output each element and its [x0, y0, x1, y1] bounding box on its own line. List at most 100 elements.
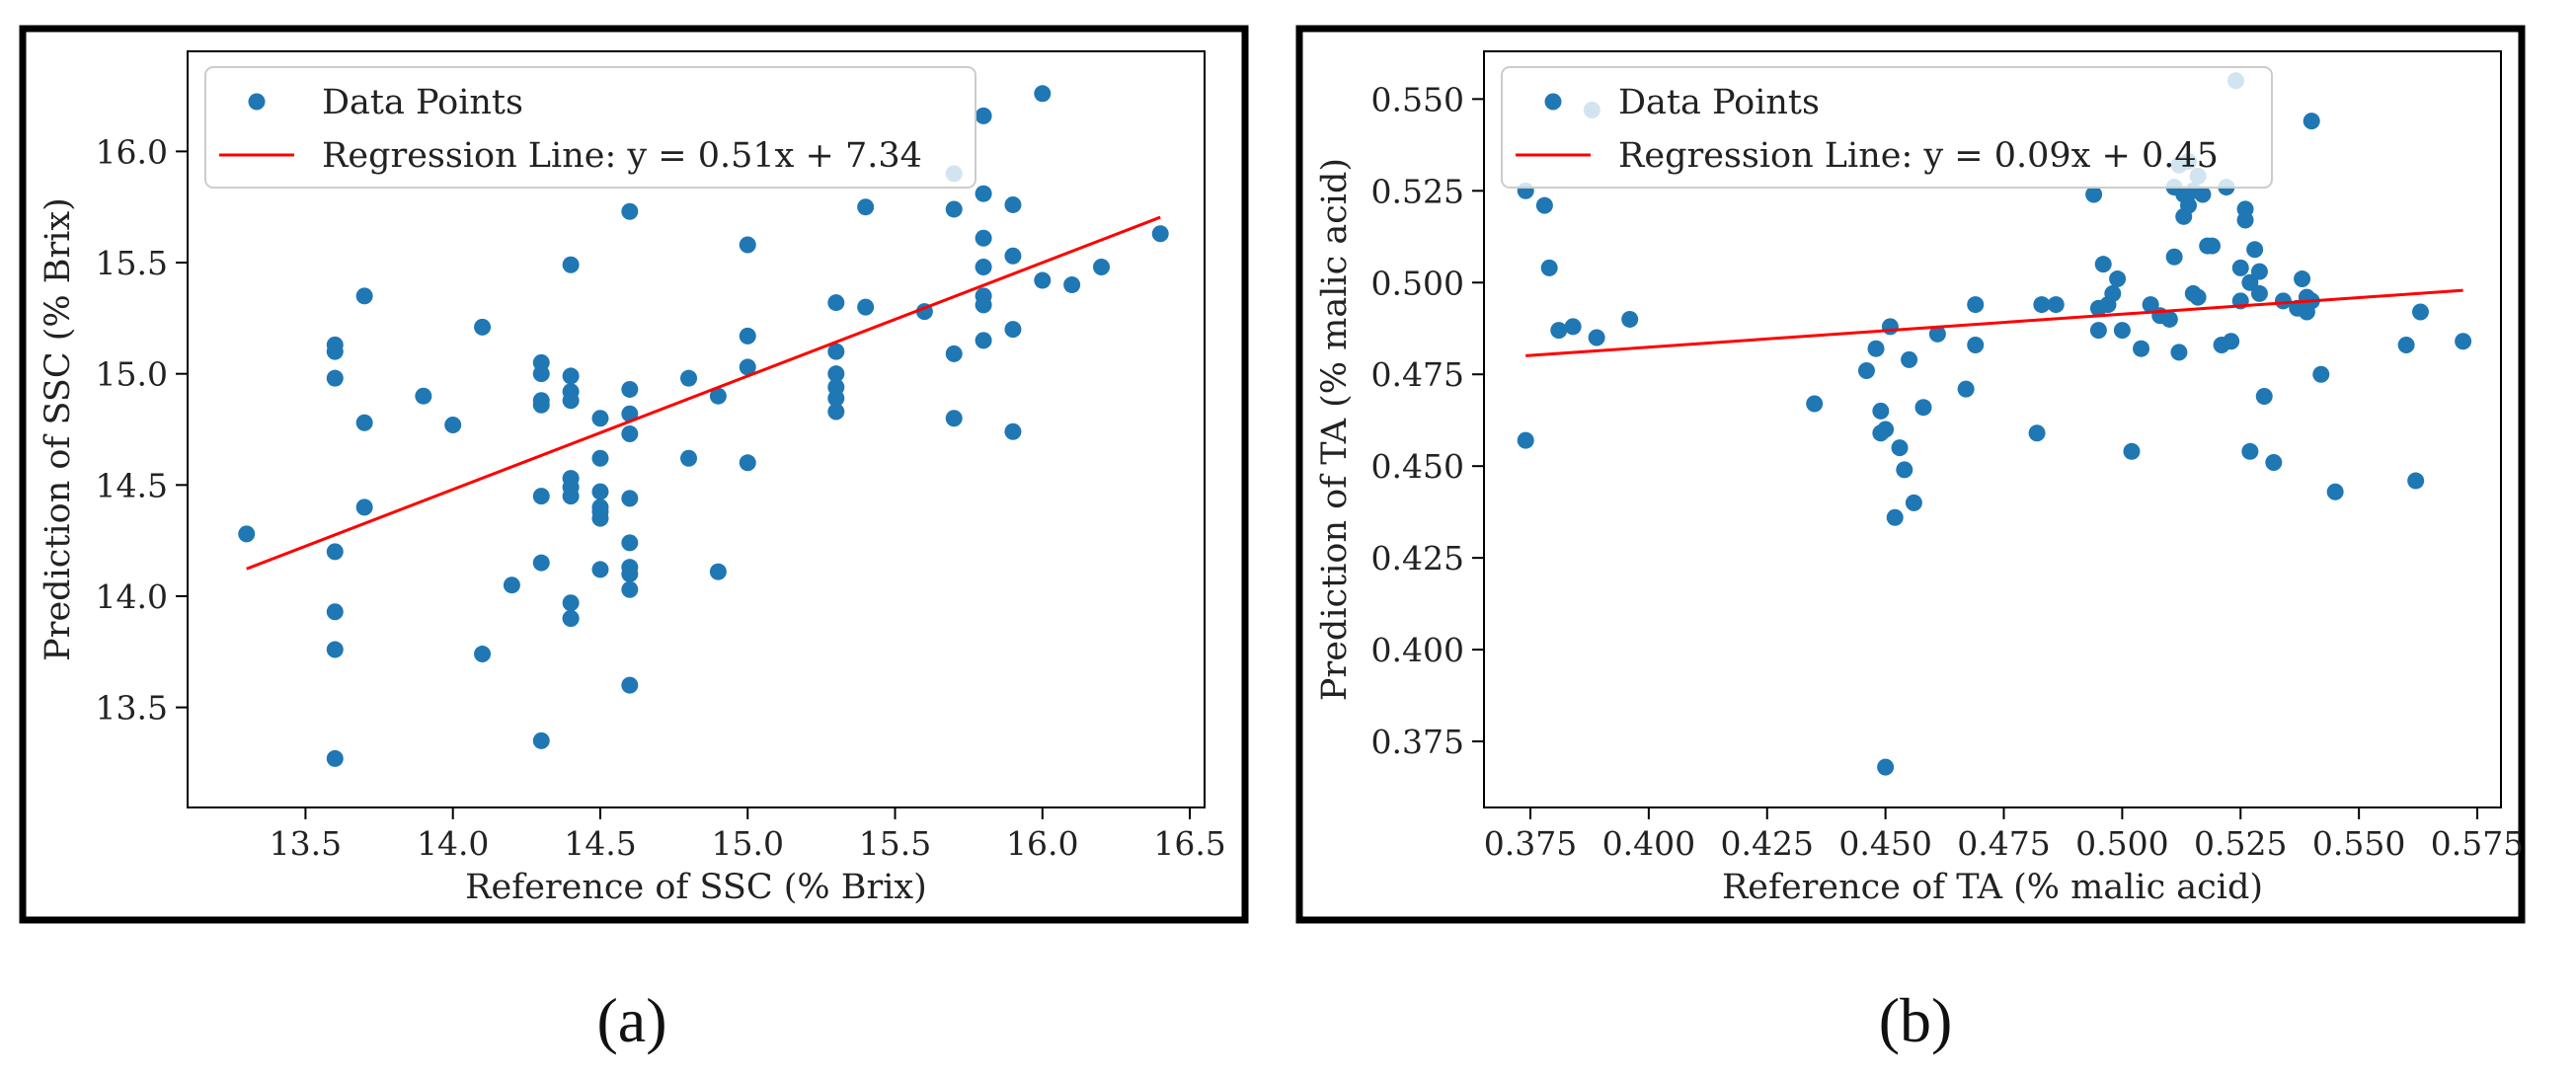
- data-point: [1877, 758, 1895, 776]
- y-tick-label: 14.0: [96, 577, 168, 616]
- data-point: [532, 731, 550, 749]
- y-tick-label: 0.375: [1371, 723, 1464, 761]
- data-point: [975, 185, 992, 202]
- data-point: [2455, 333, 2472, 350]
- data-point: [1914, 399, 1932, 417]
- x-tick-label: 14.5: [564, 824, 636, 863]
- data-point: [1093, 259, 1111, 276]
- data-point: [827, 403, 845, 421]
- data-point: [2142, 296, 2159, 314]
- data-point: [739, 358, 756, 376]
- data-point: [621, 202, 639, 220]
- legend-points-label: Data Points: [322, 83, 523, 122]
- data-point: [2294, 270, 2311, 288]
- data-point: [975, 229, 992, 247]
- data-point: [709, 387, 727, 405]
- data-point: [562, 594, 580, 612]
- legend-points-marker: [1544, 93, 1562, 111]
- panel-b: 0.375 0.400 0.425 0.450 0.475 0.500 0.525 0.550…: [1295, 25, 2526, 1055]
- x-axis-label: Reference of TA (% malic acid): [1722, 868, 2263, 907]
- data-point: [532, 554, 550, 572]
- legend-box: [204, 66, 976, 189]
- legend-box: [1501, 66, 2273, 189]
- data-point: [415, 387, 432, 405]
- data-point: [2411, 303, 2429, 321]
- data-point: [1550, 322, 1568, 340]
- data-point: [562, 610, 580, 627]
- data-point: [827, 389, 845, 407]
- data-point: [1004, 422, 1022, 440]
- data-point: [2189, 288, 2207, 306]
- data-point: [238, 525, 256, 543]
- y-tick-label: 0.500: [1371, 264, 1464, 302]
- x-tick-label: 0.500: [2075, 824, 2168, 863]
- y-tick-label: 15.5: [96, 244, 168, 282]
- data-point: [2047, 296, 2065, 314]
- y-tick-label: 0.400: [1371, 631, 1464, 669]
- data-point: [1928, 325, 1946, 343]
- data-point: [975, 296, 992, 314]
- data-point: [2089, 322, 2107, 340]
- x-tick-label: 15.5: [859, 824, 931, 863]
- data-point: [621, 676, 639, 694]
- data-point: [2303, 113, 2320, 130]
- data-point: [2165, 248, 2183, 266]
- data-point: [355, 414, 373, 431]
- data-point: [1517, 431, 1534, 449]
- data-point: [621, 405, 639, 422]
- data-point: [2241, 273, 2259, 291]
- data-point: [1891, 439, 1909, 457]
- data-point: [2028, 424, 2046, 442]
- data-point: [2033, 296, 2051, 314]
- x-tick-label: 15.0: [712, 824, 784, 863]
- data-point: [2133, 340, 2150, 357]
- data-point: [2241, 442, 2259, 460]
- y-tick-label: 0.450: [1371, 447, 1464, 486]
- data-point: [621, 534, 639, 552]
- data-point: [2265, 453, 2283, 471]
- legend-line-label: Regression Line: y = 0.51x + 7.34: [322, 136, 922, 176]
- data-point: [1857, 362, 1875, 380]
- data-point: [1881, 318, 1899, 336]
- data-point: [474, 318, 492, 336]
- data-point: [2255, 388, 2273, 406]
- data-point: [975, 332, 992, 349]
- y-tick-label: 0.475: [1371, 355, 1464, 394]
- data-point: [326, 369, 344, 387]
- data-point: [326, 641, 344, 658]
- data-point: [2113, 322, 2131, 340]
- data-point: [1004, 195, 1022, 213]
- data-point: [1901, 350, 1918, 368]
- data-point: [1896, 461, 1913, 479]
- y-tick-label: 0.425: [1371, 539, 1464, 577]
- data-point: [857, 198, 875, 216]
- data-point: [2109, 270, 2127, 288]
- x-tick-label: 0.550: [2312, 824, 2405, 863]
- x-tick-label: 14.0: [417, 824, 489, 863]
- data-point: [1621, 310, 1639, 328]
- data-point: [562, 488, 580, 505]
- data-point: [680, 369, 698, 387]
- x-tick-label: 13.5: [270, 824, 342, 863]
- x-tick-label: 16.5: [1153, 824, 1225, 863]
- data-point: [2223, 333, 2240, 350]
- data-point: [2104, 284, 2122, 302]
- data-point: [1967, 296, 1985, 314]
- data-point: [2170, 344, 2188, 361]
- data-point: [739, 454, 756, 472]
- data-point: [355, 287, 373, 305]
- data-point: [2326, 483, 2344, 500]
- data-point: [1535, 196, 1553, 214]
- data-point: [945, 345, 963, 362]
- y-tick-label: 0.550: [1371, 80, 1464, 118]
- data-point: [2194, 186, 2212, 203]
- data-point: [1806, 395, 1824, 413]
- data-point: [2094, 256, 2112, 273]
- data-point: [680, 449, 698, 467]
- data-point: [2123, 442, 2141, 460]
- y-axis-label: Prediction of SSC (% Brix): [39, 197, 78, 661]
- data-point: [355, 499, 373, 516]
- data-point: [827, 343, 845, 360]
- data-point: [2203, 237, 2221, 255]
- y-tick-label: 13.5: [96, 689, 168, 728]
